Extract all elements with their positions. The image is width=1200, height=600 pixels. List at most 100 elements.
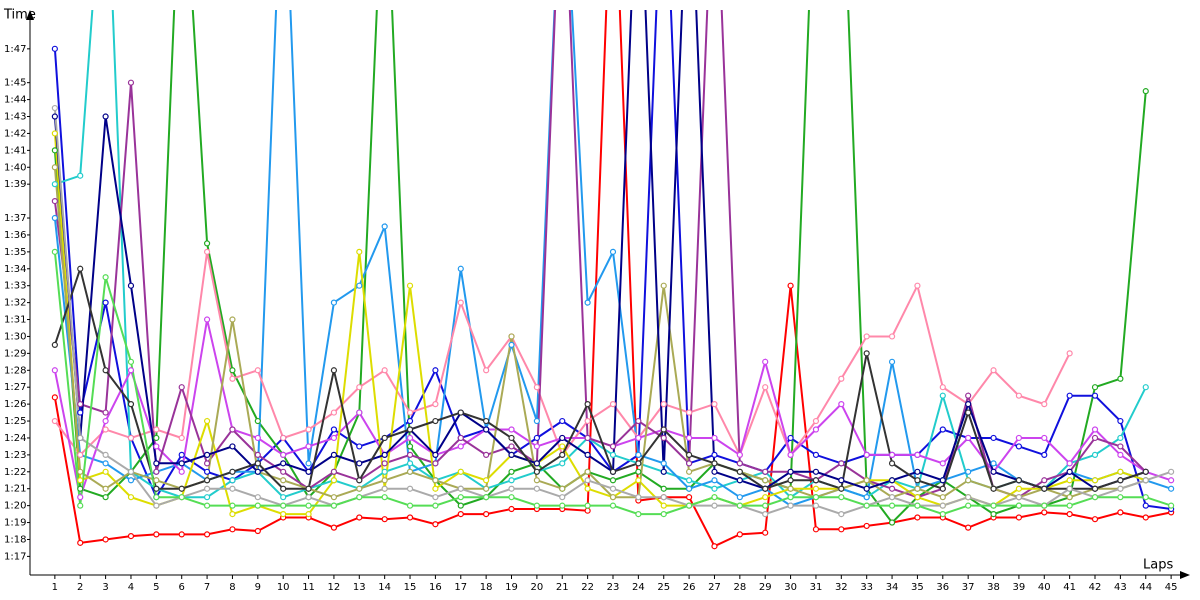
point-marker [635,451,642,458]
point-marker [609,477,617,484]
point-marker [508,451,515,458]
point-marker [127,79,135,86]
point-marker [863,451,870,458]
point-marker [254,494,261,501]
point-marker [127,477,135,484]
x-tick-label: 20 [531,582,544,593]
point-marker [888,519,896,526]
point-marker [812,526,820,533]
point-marker [736,477,743,484]
point-marker [102,409,109,416]
point-marker [381,494,388,501]
point-marker [1015,494,1023,501]
point-marker [965,434,972,442]
point-marker [330,468,338,475]
point-marker [1041,477,1048,484]
y-tick-label: 1:34 [4,264,26,275]
point-marker [1168,485,1175,492]
point-marker [584,507,591,514]
point-marker [406,417,414,425]
point-marker [1041,509,1048,516]
point-marker [381,367,388,374]
point-marker [356,514,363,521]
point-marker [229,477,236,484]
y-tick-label: 1:43 [4,112,26,123]
point-marker [508,477,515,484]
point-marker [1091,451,1099,458]
point-marker [559,434,566,442]
point-marker [711,451,718,458]
point-marker [102,299,109,306]
point-marker [127,367,135,374]
point-marker [356,477,363,484]
point-marker [939,384,946,391]
point-marker [406,460,414,467]
point-marker [153,426,160,433]
point-marker [1041,451,1048,458]
point-marker [432,485,439,492]
point-marker [280,494,287,501]
point-marker [254,460,261,467]
point-marker [1041,401,1048,408]
point-marker [406,409,414,416]
point-marker [965,409,972,416]
point-marker [685,451,693,458]
point-marker [1091,494,1099,501]
point-marker [356,485,363,492]
point-marker [939,477,946,484]
y-tick-label: 1:37 [4,213,26,224]
point-marker [609,494,617,501]
point-marker [51,181,58,188]
y-tick-label: 1:29 [4,348,26,359]
point-marker [990,468,997,475]
point-marker [356,248,363,255]
y-tick-label: 1:20 [4,501,26,512]
point-marker [711,477,718,484]
point-marker [178,451,185,458]
point-marker [51,130,58,137]
point-marker [1091,384,1099,391]
y-tick-label: 1:23 [4,450,26,461]
point-marker [508,443,515,450]
point-marker [559,460,566,467]
point-marker [888,333,896,340]
point-marker [203,240,211,247]
point-marker [381,516,388,523]
point-marker [127,401,135,408]
point-marker [635,417,642,425]
point-marker [939,392,946,399]
x-tick-label: 7 [204,582,210,593]
point-marker [888,485,896,492]
point-marker [77,485,84,492]
point-marker [356,409,363,416]
point-marker [863,494,870,501]
point-marker [965,524,972,531]
point-marker [838,477,845,484]
point-marker [990,510,997,518]
point-marker [102,460,109,467]
point-marker [1015,443,1023,450]
x-tick-label: 26 [683,582,696,593]
point-marker [812,494,820,501]
point-marker [787,468,794,475]
point-marker [406,502,414,509]
point-marker [914,494,921,501]
x-tick-label: 29 [759,582,772,593]
point-marker [660,468,667,475]
point-marker [533,460,540,467]
point-marker [457,443,464,450]
point-marker [533,485,540,492]
point-marker [508,505,515,513]
point-marker [711,460,718,467]
point-marker [229,426,236,433]
y-tick-label: 1:31 [4,315,26,326]
point-marker [280,451,287,458]
point-marker [685,434,693,442]
point-marker [762,494,769,501]
point-marker [812,502,820,509]
point-marker [1142,88,1149,95]
point-marker [1142,494,1149,501]
x-tick-label: 41 [1063,582,1076,593]
point-marker [457,494,464,501]
point-marker [838,494,845,501]
